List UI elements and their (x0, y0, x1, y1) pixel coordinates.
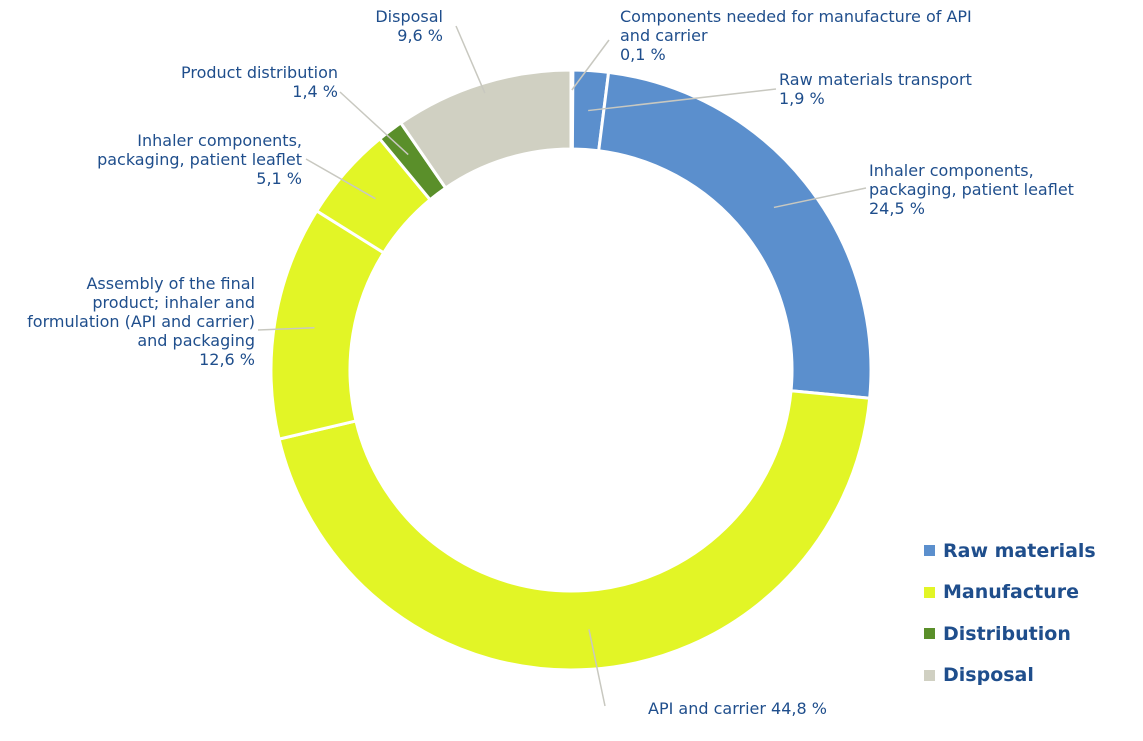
slice-label-1: Raw materials transport 1,9 % (779, 70, 972, 108)
slice-label-2-line-2: 24,5 % (869, 199, 925, 218)
slice-label-2-line-1: packaging, patient leaflet (869, 180, 1074, 199)
slice-label-1-line-1: 1,9 % (779, 89, 825, 108)
legend-item-disposal: Disposal (924, 655, 1096, 697)
slice-label-1-line-0: Raw materials transport (779, 70, 972, 89)
legend-item-distribution: Distribution (924, 613, 1096, 655)
donut-slice-2 (597, 70, 873, 400)
slice-label-6-line-0: Product distribution (180, 63, 338, 82)
legend-label-disposal: Disposal (943, 664, 1034, 687)
donut-slice-3 (277, 389, 872, 672)
legend-item-raw-materials: Raw materials (924, 530, 1096, 572)
slice-label-5-line-1: packaging, patient leaflet (97, 150, 302, 169)
slice-label-5-line-2: 5,1 % (256, 169, 302, 188)
slice-label-2: Inhaler components, packaging, patient l… (869, 161, 1074, 218)
leader-line-7 (455, 25, 486, 94)
legend-label-raw-materials: Raw materials (943, 539, 1096, 562)
slice-label-4-line-4: 12,6 % (199, 350, 255, 369)
slice-label-2-line-0: Inhaler components, (869, 161, 1034, 180)
legend-label-manufacture: Manufacture (943, 581, 1079, 604)
slice-label-4-line-0: Assembly of the final (86, 274, 255, 293)
leader-line-2 (773, 187, 867, 209)
slice-label-0-line-2: 0,1 % (620, 45, 666, 64)
slice-label-0-line-0: Components needed for manufacture of API (620, 7, 972, 26)
slice-label-4-line-2: formulation (API and carrier) (27, 312, 255, 331)
slice-label-4: Assembly of the final product; inhaler a… (27, 274, 255, 369)
leader-line-6 (339, 91, 409, 156)
slice-label-7-line-1: 9,6 % (397, 26, 443, 45)
donut-slices (269, 68, 873, 672)
leader-line-3 (588, 629, 606, 707)
slice-label-6: Product distribution 1,4 % (181, 63, 338, 101)
legend-item-manufacture: Manufacture (924, 572, 1096, 614)
slice-label-5: Inhaler components, packaging, patient l… (97, 131, 302, 188)
leader-line-1 (588, 88, 777, 112)
slice-label-7-line-0: Disposal (375, 7, 443, 26)
slice-label-5-line-0: Inhaler components, (137, 131, 302, 150)
slice-label-0: Components needed for manufacture of API… (620, 7, 972, 64)
slice-label-6-line-1: 1,4 % (292, 82, 338, 101)
slice-label-7: Disposal 9,6 % (375, 7, 443, 45)
leader-lines (257, 25, 867, 707)
donut-slice-7 (398, 68, 573, 191)
leader-line-5 (305, 158, 376, 200)
legend-swatch-distribution (924, 628, 935, 640)
slice-label-4-line-3: and packaging (137, 331, 255, 350)
legend-swatch-raw-materials (924, 545, 935, 557)
legend-label-distribution: Distribution (943, 622, 1071, 645)
slice-label-4-line-1: product; inhaler and (92, 293, 255, 312)
slice-label-3: API and carrier 44,8 % (648, 699, 827, 718)
leader-line-0 (571, 39, 610, 91)
slice-label-3-line-0: API and carrier 44,8 % (648, 699, 827, 718)
leader-line-4 (257, 326, 315, 331)
donut-slice-4 (269, 208, 386, 441)
legend-swatch-manufacture (924, 586, 935, 598)
legend-swatch-disposal (924, 669, 935, 681)
chart-legend: Raw materials Manufacture Distribution D… (924, 530, 1096, 696)
slice-label-0-line-1: and carrier (620, 26, 708, 45)
